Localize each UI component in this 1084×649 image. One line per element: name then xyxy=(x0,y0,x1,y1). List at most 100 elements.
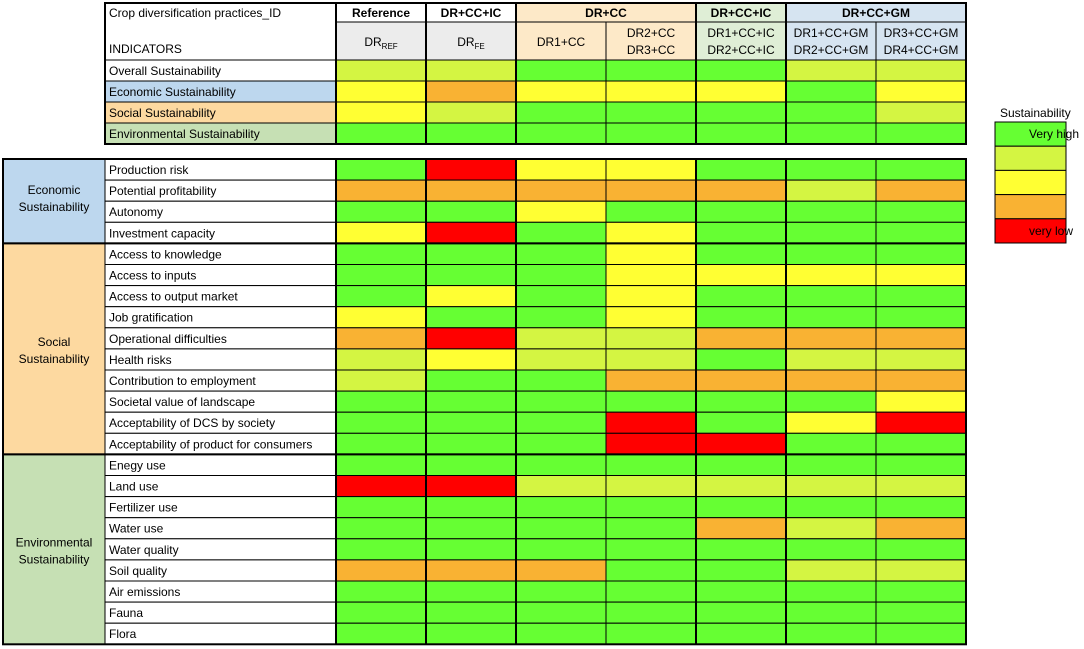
heatmap-cell xyxy=(695,200,787,223)
heatmap-cell xyxy=(695,221,787,244)
heatmap-cell xyxy=(785,158,877,181)
heatmap-cell xyxy=(605,306,697,329)
heatmap-cell xyxy=(605,475,697,498)
indicator-label: Production risk xyxy=(109,163,189,177)
heatmap-cell xyxy=(425,242,517,265)
group-header-label: DR+CC+IC xyxy=(441,6,502,20)
heatmap-cell xyxy=(515,179,607,202)
summary-cell xyxy=(515,122,607,145)
column-header-label: DR4+CC+GM xyxy=(884,43,959,57)
summary-cell xyxy=(335,101,427,124)
heatmap-cell xyxy=(785,475,877,498)
summary-cell xyxy=(515,101,607,124)
summary-row-label: Social Sustainability xyxy=(109,106,216,120)
heatmap-cell xyxy=(875,432,967,455)
heatmap-cell xyxy=(785,538,877,561)
heatmap-cell xyxy=(605,221,697,244)
indicator-label: Flora xyxy=(109,627,137,641)
section-label: Sustainability xyxy=(19,200,90,214)
heatmap-cell xyxy=(335,390,427,413)
group-header-label: DR+CC xyxy=(585,6,627,20)
heatmap-cell xyxy=(785,306,877,329)
summary-cell xyxy=(875,122,967,145)
heatmap-cell xyxy=(695,306,787,329)
indicator-label: Soil quality xyxy=(109,564,167,578)
indicator-label: Access to inputs xyxy=(109,269,196,283)
heatmap-cell xyxy=(425,432,517,455)
heatmap-cell xyxy=(425,285,517,308)
heatmap-cell xyxy=(335,622,427,645)
heatmap-cell xyxy=(515,601,607,624)
heatmap-cell xyxy=(335,264,427,287)
heatmap-cell xyxy=(335,580,427,603)
summary-cell xyxy=(785,122,877,145)
heatmap-cell xyxy=(515,432,607,455)
heatmap-cell xyxy=(335,158,427,181)
heatmap-cell xyxy=(605,622,697,645)
heatmap-cell xyxy=(605,285,697,308)
heatmap-cell xyxy=(335,475,427,498)
heatmap-cell xyxy=(425,622,517,645)
heatmap-cell xyxy=(425,411,517,434)
heatmap-cell xyxy=(605,517,697,540)
summary-cell xyxy=(695,122,787,145)
heatmap-cell xyxy=(335,200,427,223)
heatmap-cell xyxy=(515,559,607,582)
summary-table-border xyxy=(104,2,967,145)
heatmap-cell xyxy=(875,306,967,329)
indicator-label: Health risks xyxy=(109,353,172,367)
indicator-label: Investment capacity xyxy=(109,226,215,240)
heatmap-cell xyxy=(605,369,697,392)
heatmap-cell xyxy=(605,264,697,287)
heatmap-cell xyxy=(695,622,787,645)
heatmap-cell xyxy=(785,390,877,413)
heatmap-cell xyxy=(515,475,607,498)
column-header-label: DR2+CC+GM xyxy=(794,43,869,57)
heatmap-cell xyxy=(695,348,787,371)
heatmap-cell xyxy=(875,390,967,413)
heatmap-cell xyxy=(425,179,517,202)
column-header-label: DR1+CC+GM xyxy=(794,26,869,40)
heatmap-cell xyxy=(605,327,697,350)
heatmap-cell xyxy=(335,348,427,371)
heatmap-cell xyxy=(875,369,967,392)
heatmap-cell xyxy=(695,538,787,561)
group-header-label: DR+CC+GM xyxy=(842,6,910,20)
heatmap-cell xyxy=(785,327,877,350)
summary-cell xyxy=(605,122,697,145)
group-header-label: DR+CC+IC xyxy=(711,6,772,20)
legend-label-very-high: Very high xyxy=(1029,127,1079,141)
heatmap-cell xyxy=(695,285,787,308)
heatmap-cell xyxy=(335,285,427,308)
heatmap-cell xyxy=(425,348,517,371)
heatmap-cell xyxy=(695,327,787,350)
heatmap-cell xyxy=(695,242,787,265)
heatmap-cell xyxy=(425,453,517,476)
heatmap-cell xyxy=(335,453,427,476)
heatmap-cell xyxy=(515,327,607,350)
heatmap-cell xyxy=(515,411,607,434)
heatmap-cell xyxy=(605,158,697,181)
heatmap-cell xyxy=(785,264,877,287)
legend-swatch xyxy=(994,194,1067,220)
heatmap-cell xyxy=(335,601,427,624)
heatmap-cell xyxy=(785,285,877,308)
section-label: Environmental xyxy=(16,535,93,549)
heatmap-cell xyxy=(785,559,877,582)
heatmap-cell xyxy=(425,390,517,413)
heatmap-cell xyxy=(605,559,697,582)
indicator-label: Acceptability of product for consumers xyxy=(109,437,312,451)
heatmap-cell xyxy=(785,411,877,434)
heatmap-cell xyxy=(785,622,877,645)
heatmap-cell xyxy=(335,327,427,350)
heatmap-cell xyxy=(785,200,877,223)
heatmap-cell xyxy=(515,580,607,603)
column-header-label: DRREF xyxy=(364,35,397,51)
section-border xyxy=(2,453,967,646)
summary-cell xyxy=(695,80,787,103)
group-header-label: Reference xyxy=(352,6,410,20)
summary-cell xyxy=(785,80,877,103)
heatmap-cell xyxy=(425,580,517,603)
header-corner-cell xyxy=(104,2,337,61)
